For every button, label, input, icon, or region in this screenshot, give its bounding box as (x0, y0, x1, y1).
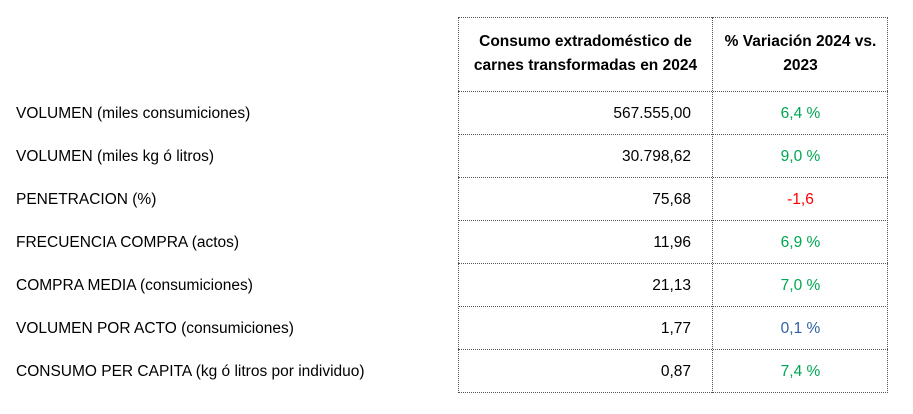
table-row: COMPRA MEDIA (consumiciones) 21,13 7,0 % (0, 264, 913, 307)
row-divider (458, 134, 888, 135)
header-consumo: Consumo extradoméstico de carnes transfo… (473, 33, 698, 74)
row-variation: 9,0 % (780, 148, 821, 165)
table-row: CONSUMO PER CAPITA (kg ó litros por indi… (0, 350, 913, 393)
row-value: 21,13 (652, 277, 691, 294)
table-row: PENETRACION (%) 75,68 -1,6 (0, 178, 913, 221)
row-divider (458, 306, 888, 307)
row-value: 11,96 (653, 234, 691, 251)
header-divider (458, 91, 888, 92)
row-variation: 7,4 % (780, 363, 821, 380)
table-row: FRECUENCIA COMPRA (actos) 11,96 6,9 % (0, 221, 913, 264)
row-label: VOLUMEN POR ACTO (consumiciones) (16, 320, 294, 337)
row-variation: 0,1 % (780, 320, 821, 337)
row-label: FRECUENCIA COMPRA (actos) (16, 234, 240, 251)
row-variation: 6,4 % (780, 105, 821, 122)
row-label: VOLUMEN (miles consumiciones) (16, 105, 251, 122)
row-value: 1,77 (660, 320, 691, 337)
row-divider (458, 392, 888, 393)
row-value: 75,68 (652, 191, 691, 208)
row-variation: 6,9 % (780, 234, 821, 251)
row-divider (458, 220, 888, 221)
row-divider (458, 177, 888, 178)
row-value: 0,87 (660, 363, 691, 380)
row-label: COMPRA MEDIA (consumiciones) (16, 277, 253, 294)
row-variation: 7,0 % (780, 277, 821, 294)
row-label: PENETRACION (%) (16, 191, 157, 208)
table-frame (458, 17, 888, 393)
row-divider (458, 263, 888, 264)
row-value: 567.555,00 (613, 105, 691, 122)
column-divider (712, 17, 713, 393)
table-row: VOLUMEN (miles consumiciones) 567.555,00… (0, 92, 913, 135)
row-label: VOLUMEN (miles kg ó litros) (16, 148, 215, 165)
row-value: 30.798,62 (622, 148, 691, 165)
table-row: VOLUMEN POR ACTO (consumiciones) 1,77 0,… (0, 307, 913, 350)
row-label: CONSUMO PER CAPITA (kg ó litros por indi… (16, 363, 365, 380)
table-row: VOLUMEN (miles kg ó litros) 30.798,62 9,… (0, 135, 913, 178)
row-variation: -1,6 (787, 191, 814, 208)
row-divider (458, 349, 888, 350)
header-variacion: % Variación 2024 vs. 2023 (724, 33, 877, 74)
